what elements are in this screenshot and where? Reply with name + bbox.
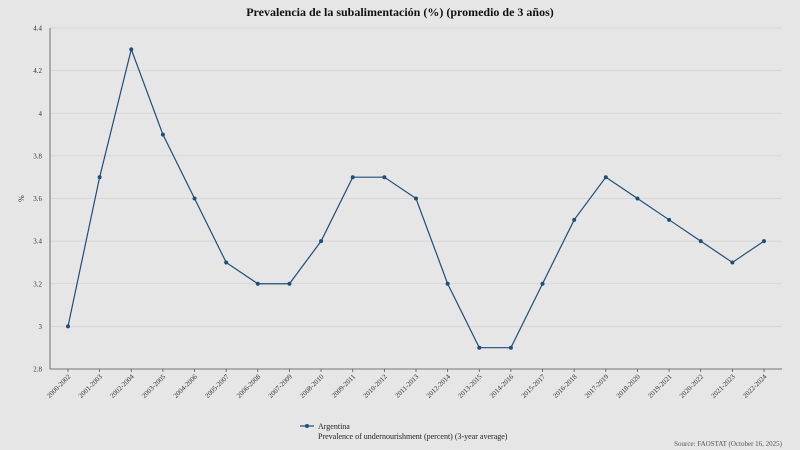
y-tick-label: 4.2 — [33, 67, 42, 75]
x-tick-label: 2000-2002 — [45, 372, 72, 399]
x-tick-label: 2007-2009 — [267, 372, 294, 399]
legend[interactable]: Argentina Prevalence of undernourishment… — [300, 422, 508, 441]
legend-swatch-marker — [305, 424, 309, 428]
data-point — [762, 239, 766, 244]
x-tick-label: 2004-2006 — [172, 372, 199, 399]
data-point — [445, 281, 450, 286]
x-tick-label: 2011-2013 — [393, 372, 420, 399]
x-tick-label: 2013-2015 — [457, 372, 484, 399]
x-tick-label: 2010-2012 — [362, 372, 389, 399]
source-note: Source: FAOSTAT (October 16, 2025) — [674, 440, 783, 448]
x-tick-label: 2018-2020 — [615, 372, 642, 399]
data-point — [635, 196, 640, 201]
x-tick-label: 2022-2024 — [741, 372, 768, 399]
legend-series-description: Prevalence of undernourishment (percent)… — [318, 432, 508, 441]
x-tick-label: 2005-2007 — [203, 372, 230, 399]
data-point — [97, 175, 102, 180]
y-tick-label: 4.4 — [33, 25, 42, 33]
data-point — [572, 217, 577, 222]
x-tick-label: 2012-2014 — [425, 372, 452, 399]
data-point — [224, 260, 229, 265]
y-tick-labels: 2.8 3 3.2 3.4 3.6 3.8 4 4.2 4.4 — [33, 25, 42, 374]
x-tick-label: 2001-2003 — [77, 372, 104, 399]
x-tick-label: 2006-2008 — [235, 372, 262, 399]
y-tick-label: 3 — [39, 323, 43, 331]
y-axis-label: % — [17, 195, 26, 202]
data-point — [319, 239, 324, 244]
data-point — [66, 324, 70, 329]
data-point — [698, 239, 703, 244]
data-point — [192, 196, 197, 201]
x-tick-labels: 2000-2002 2001-2003 2002-2004 2003-2005 2004… — [45, 372, 768, 399]
legend-series-name: Argentina — [318, 422, 350, 431]
data-point — [382, 175, 387, 180]
data-point — [160, 132, 165, 137]
y-tick-label: 3.4 — [33, 238, 42, 246]
data-point — [129, 47, 134, 52]
x-tick-label: 2003-2005 — [140, 372, 167, 399]
y-tick-label: 3.6 — [33, 195, 42, 203]
x-tick-label: 2015-2017 — [520, 372, 547, 399]
y-tick-label: 3.2 — [33, 280, 42, 288]
data-point — [730, 260, 735, 265]
data-point — [255, 281, 260, 286]
y-tick-label: 2.8 — [33, 366, 42, 374]
x-tick-label: 2021-2023 — [710, 372, 737, 399]
x-tick-label: 2009-2011 — [330, 372, 357, 399]
data-point — [414, 196, 418, 201]
data-point — [350, 175, 355, 180]
x-tick-label: 2020-2022 — [678, 372, 705, 399]
y-tick-label: 4 — [39, 110, 43, 118]
x-tick-label: 2002-2004 — [109, 372, 136, 399]
data-point — [603, 175, 608, 180]
y-tick-label: 3.8 — [33, 152, 42, 160]
x-tick-label: 2016-2018 — [551, 372, 578, 399]
axes — [49, 28, 782, 372]
x-tick-label: 2019-2021 — [646, 372, 673, 399]
x-tick-label: 2014-2016 — [488, 372, 515, 399]
chart-title: Prevalencia de la subalimentación (%) (p… — [246, 5, 554, 19]
x-tick-label: 2008-2010 — [298, 372, 325, 399]
data-point — [540, 281, 545, 286]
x-tick-label: 2017-2019 — [583, 372, 610, 399]
data-point — [508, 345, 513, 350]
data-point — [667, 217, 672, 222]
series-argentina — [66, 47, 766, 350]
data-point — [477, 345, 482, 350]
data-point — [287, 281, 292, 286]
